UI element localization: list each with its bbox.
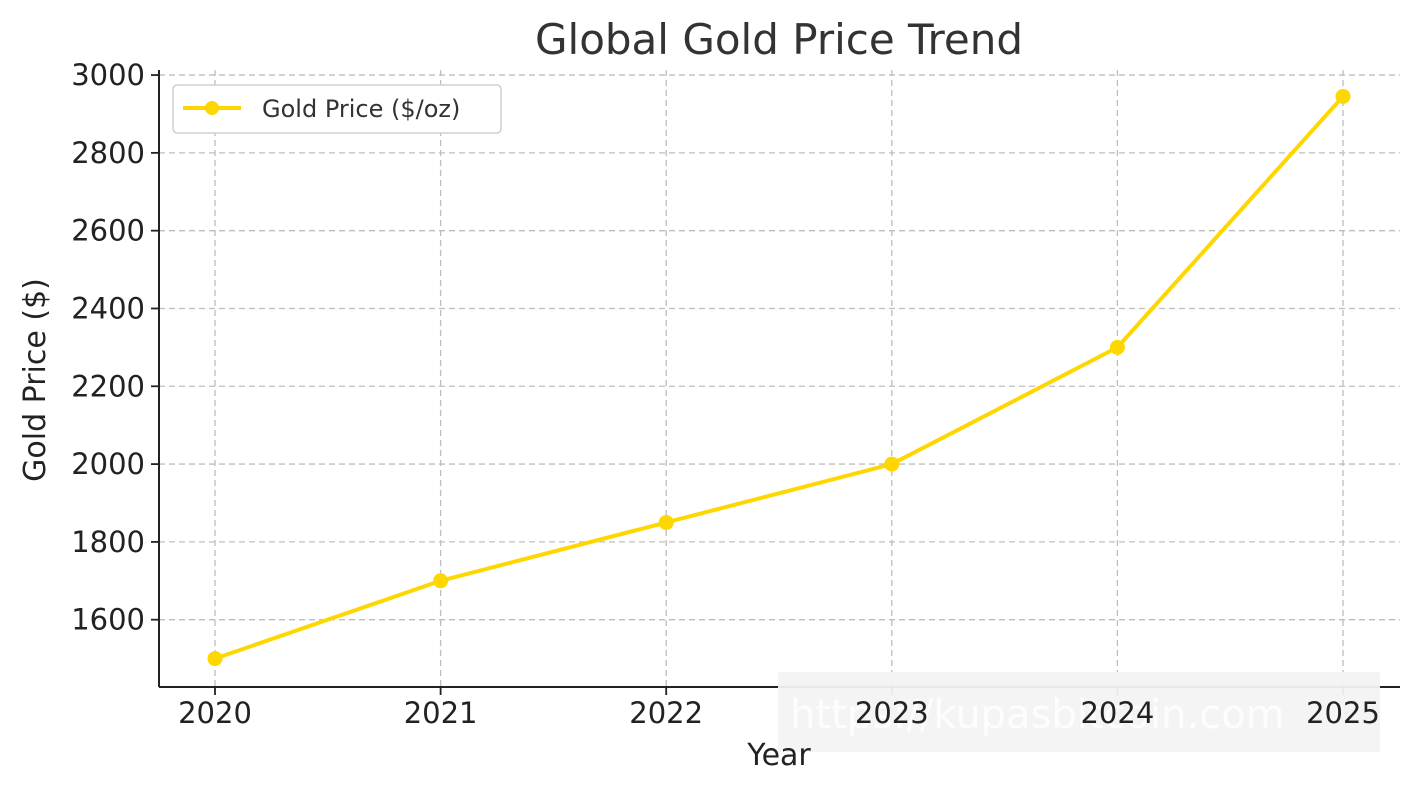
y-tick-label: 2800 <box>71 136 145 170</box>
y-tick-label: 2600 <box>71 214 145 248</box>
y-tick-label: 2000 <box>71 447 145 481</box>
x-axis-label: Year <box>746 738 811 773</box>
x-tick-label: 2024 <box>1080 696 1154 730</box>
x-tick-label: 2021 <box>404 696 478 730</box>
grid-lines <box>159 70 1400 687</box>
legend: Gold Price ($/oz) <box>172 84 502 134</box>
y-tick-label: 3000 <box>71 58 145 92</box>
legend-label: Gold Price ($/oz) <box>262 95 460 123</box>
data-point <box>433 573 449 589</box>
data-point <box>658 514 674 530</box>
y-tick-label: 1800 <box>71 525 145 559</box>
data-point <box>1109 339 1125 355</box>
x-tick-labels: 2020 2021 2022 2023 2024 2025 <box>178 696 1380 730</box>
y-tick-label: 2400 <box>71 291 145 325</box>
data-point <box>1335 88 1351 104</box>
watermark-box <box>778 672 1380 752</box>
watermark: https://kupasbitcoin.com <box>778 672 1380 752</box>
series <box>207 88 1351 667</box>
y-ticks: 1600 1800 2000 2200 2400 2600 2800 3000 <box>71 58 159 637</box>
x-tick-label: 2025 <box>1306 696 1380 730</box>
chart-title: Global Gold Price Trend <box>535 15 1023 64</box>
legend-box <box>172 84 502 134</box>
data-point <box>207 651 223 667</box>
y-axis-label: Gold Price ($) <box>18 278 53 482</box>
y-tick-label: 1600 <box>71 603 145 637</box>
watermark-text: https://kupasbitcoin.com <box>790 692 1285 738</box>
data-point <box>884 456 900 472</box>
x-tick-label: 2022 <box>629 696 703 730</box>
x-tick-label: 2023 <box>855 696 929 730</box>
series-line <box>214 95 1345 661</box>
legend-marker <box>205 101 219 115</box>
y-tick-label: 2200 <box>71 369 145 403</box>
x-tick-label: 2020 <box>178 696 252 730</box>
